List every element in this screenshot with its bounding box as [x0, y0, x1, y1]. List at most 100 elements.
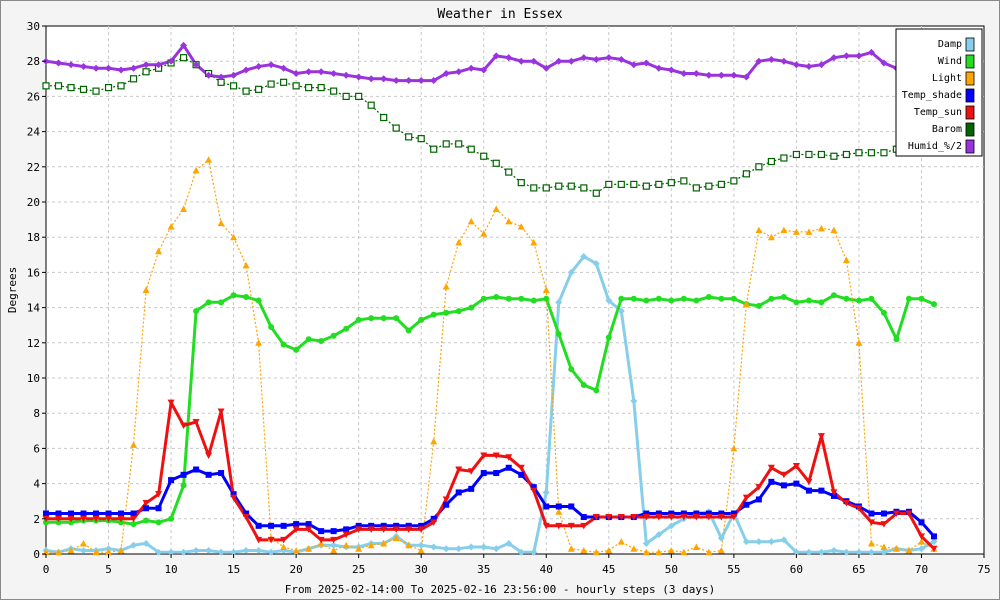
point-humid-2 [317, 68, 325, 76]
legend-label-barom: Barom [932, 124, 962, 135]
point-light [67, 546, 75, 554]
point-wind [130, 521, 137, 528]
point-wind [43, 519, 49, 526]
point-temp-shade [805, 487, 812, 494]
point-temp-sun [667, 514, 675, 521]
point-temp-shade [918, 519, 925, 526]
point-wind [693, 297, 700, 304]
point-humid-2 [430, 77, 438, 85]
point-barom [705, 182, 713, 190]
point-temp-shade [380, 522, 387, 529]
point-humid-2 [755, 57, 763, 65]
point-wind [243, 294, 250, 301]
point-temp-sun [842, 499, 850, 507]
point-light [442, 282, 450, 290]
point-damp [605, 297, 613, 305]
point-barom [442, 140, 450, 148]
point-humid-2 [105, 64, 113, 72]
point-wind [418, 316, 425, 323]
legend-label-temp-shade: Temp_shade [902, 90, 962, 101]
point-humid-2 [117, 66, 125, 74]
point-damp [230, 548, 238, 556]
point-damp [330, 541, 338, 549]
point-barom [392, 124, 400, 132]
point-damp [830, 546, 838, 554]
point-barom [280, 78, 288, 86]
point-temp-sun [192, 419, 200, 426]
point-wind [55, 519, 62, 526]
point-barom [517, 179, 525, 187]
point-wind [468, 304, 475, 311]
point-barom [505, 168, 513, 176]
point-damp [855, 548, 863, 556]
point-light [305, 545, 313, 552]
point-wind [705, 294, 712, 301]
point-wind [180, 482, 187, 489]
point-damp [142, 539, 150, 547]
point-temp-sun [155, 491, 163, 498]
point-barom [380, 113, 388, 122]
point-light [367, 541, 375, 549]
point-temp-sun [330, 536, 338, 544]
point-wind [593, 387, 600, 394]
point-damp [517, 548, 525, 556]
point-wind [768, 295, 775, 302]
point-wind [168, 515, 175, 522]
point-barom [717, 180, 725, 188]
point-temp-shade [180, 471, 187, 478]
point-light [292, 546, 300, 554]
point-wind [455, 308, 462, 315]
point-light [855, 339, 863, 346]
point-light [455, 238, 463, 246]
point-humid-2 [817, 61, 825, 69]
y-tick-label: 14 [27, 302, 41, 315]
x-tick-label: 40 [540, 563, 553, 576]
point-wind [505, 295, 512, 302]
point-humid-2 [517, 57, 525, 65]
point-barom [842, 150, 851, 159]
point-humid-2 [692, 70, 700, 78]
point-wind [605, 334, 612, 341]
point-temp-sun [392, 526, 400, 533]
point-damp [842, 548, 850, 556]
point-barom [242, 87, 250, 95]
point-light [492, 205, 500, 213]
point-light [180, 205, 188, 213]
point-temp-shade [93, 510, 100, 517]
point-barom [742, 170, 750, 178]
point-damp [555, 298, 563, 306]
point-temp-shade [243, 510, 250, 517]
point-temp-sun [105, 515, 113, 523]
point-temp-shade [155, 505, 162, 512]
point-temp-sun [767, 464, 775, 472]
point-wind [718, 295, 725, 302]
x-tick-label: 5 [105, 563, 112, 576]
point-barom [667, 179, 675, 187]
point-wind [893, 336, 900, 343]
point-humid-2 [305, 68, 313, 76]
point-wind [830, 292, 837, 299]
point-temp-shade [780, 482, 787, 489]
point-light [230, 233, 238, 241]
point-barom [580, 184, 588, 192]
point-temp-shade [580, 514, 587, 521]
point-damp [217, 548, 225, 556]
point-light [717, 546, 725, 554]
point-damp [480, 543, 488, 551]
point-barom [117, 82, 125, 90]
legend-label-temp-sun: Temp_sun [914, 107, 962, 118]
point-humid-2 [142, 61, 150, 69]
point-damp [717, 534, 725, 542]
point-temp-shade [118, 510, 125, 517]
point-temp-sun [755, 484, 763, 491]
point-damp [792, 548, 800, 556]
point-temp-shade [305, 521, 312, 528]
point-humid-2 [617, 55, 625, 63]
point-barom [455, 140, 463, 148]
point-temp-shade [330, 528, 337, 535]
point-light [592, 548, 600, 556]
point-barom [67, 83, 75, 92]
point-barom [42, 82, 50, 90]
point-temp-shade [105, 510, 112, 517]
